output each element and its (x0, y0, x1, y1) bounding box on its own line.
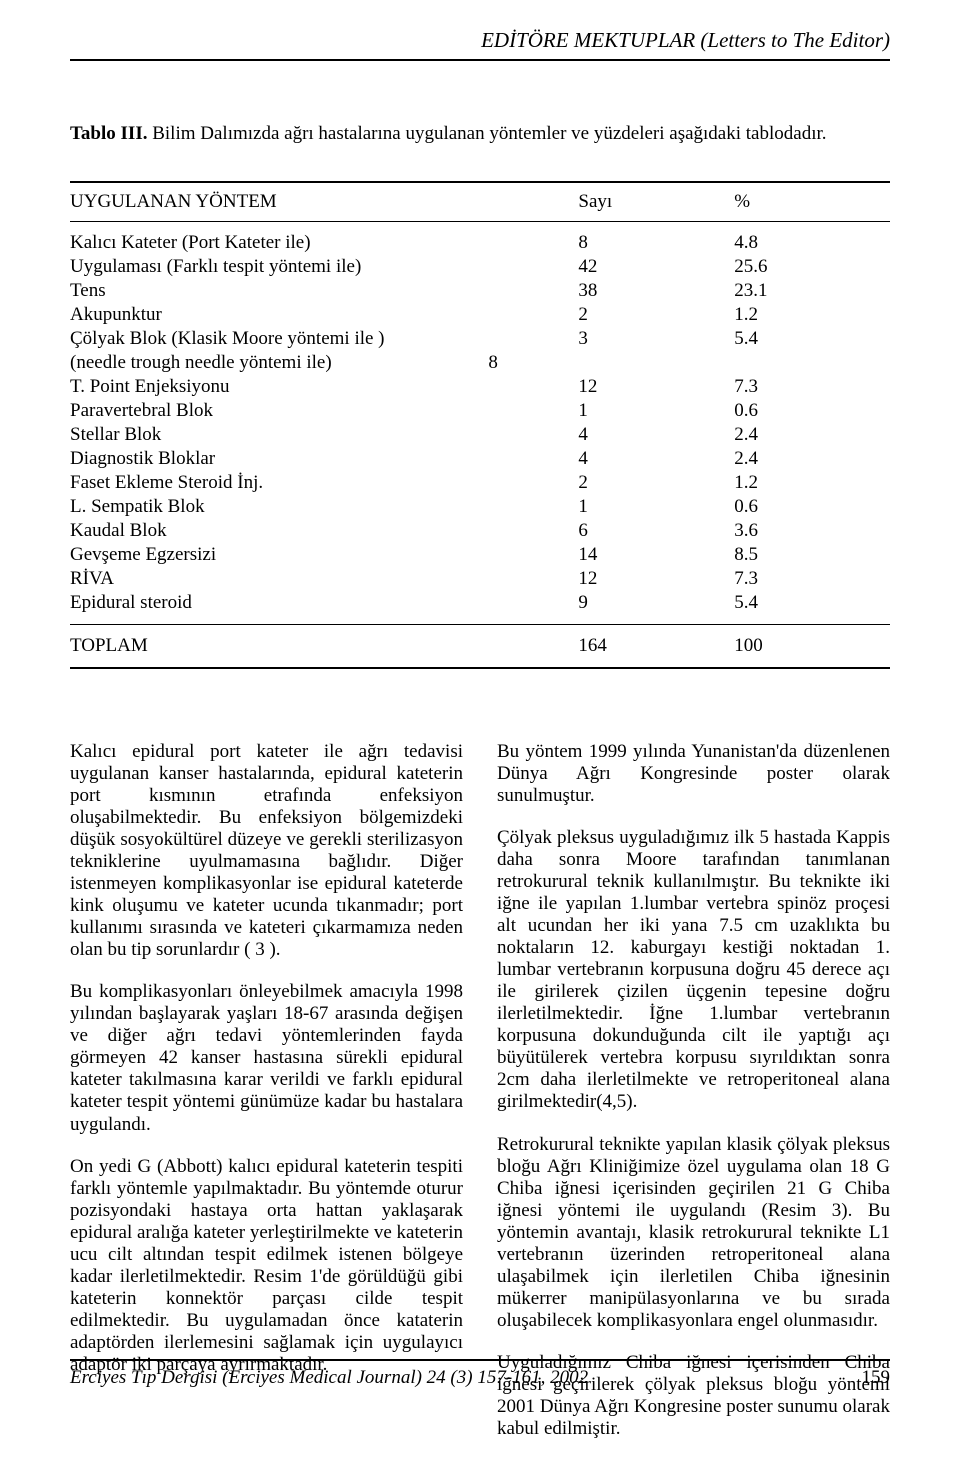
table-row: L. Sempatik Blok10.6 (70, 495, 890, 519)
col-header-count: Sayı (578, 182, 734, 222)
table-row: (needle trough needle yöntemi ile) 8 (70, 351, 890, 375)
col-header-percent: % (734, 182, 890, 222)
cell-method: Uygulaması (Farklı tespit yöntemi ile) (70, 255, 578, 279)
table-row: Kaudal Blok63.6 (70, 519, 890, 543)
table-label: Tablo III. (70, 123, 147, 144)
table-row: RİVA127.3 (70, 567, 890, 591)
cell-percent: 5.4 (734, 327, 890, 351)
cell-count: 2 (578, 471, 734, 495)
cell-method: Stellar Blok (70, 423, 578, 447)
footer: Erciyes Tıp Dergisi (Erciyes Medical Jou… (70, 1359, 890, 1389)
cell-method: Faset Ekleme Steroid İnj. (70, 471, 578, 495)
table-row: Faset Ekleme Steroid İnj.21.2 (70, 471, 890, 495)
methods-table: UYGULANAN YÖNTEM Sayı % Kalıcı Kateter (… (70, 181, 890, 669)
table-section: Tablo III. Bilim Dalımızda ağrı hastalar… (70, 123, 890, 669)
cell-count: 1 (578, 495, 734, 519)
cell-count: 8 (578, 222, 734, 256)
left-column: Kalıcı epidural port kateter ile ağrı te… (70, 741, 463, 1460)
cell-count: 1 (578, 399, 734, 423)
header-rule (70, 59, 890, 61)
table-row: Diagnostik Bloklar42.4 (70, 447, 890, 471)
table-row: Uygulaması (Farklı tespit yöntemi ile)42… (70, 255, 890, 279)
right-column: Bu yöntem 1999 yılında Yunanistan'da düz… (497, 741, 890, 1460)
body-columns: Kalıcı epidural port kateter ile ağrı te… (70, 741, 890, 1460)
cell-percent (734, 351, 890, 375)
cell-count (578, 351, 734, 375)
table-row: Paravertebral Blok10.6 (70, 399, 890, 423)
cell-method: Akupunktur (70, 303, 578, 327)
cell-percent: 25.6 (734, 255, 890, 279)
cell-percent: 0.6 (734, 495, 890, 519)
table-body: Kalıcı Kateter (Port Kateter ile)84.8Uyg… (70, 222, 890, 625)
table-caption: Tablo III. Bilim Dalımızda ağrı hastalar… (70, 123, 890, 145)
cell-count: 14 (578, 543, 734, 567)
cell-percent: 1.2 (734, 303, 890, 327)
page: EDİTÖRE MEKTUPLAR (Letters to The Editor… (0, 0, 960, 1419)
cell-percent: 4.8 (734, 222, 890, 256)
cell-percent: 7.3 (734, 375, 890, 399)
cell-count: 12 (578, 375, 734, 399)
cell-method: RİVA (70, 567, 578, 591)
cell-method: Epidural steroid (70, 591, 578, 625)
cell-method: Çölyak Blok (Klasik Moore yöntemi ile ) (70, 327, 578, 351)
paragraph: Retrokurural teknikte yapılan klasik çöl… (497, 1134, 890, 1332)
cell-method: Gevşeme Egzersizi (70, 543, 578, 567)
cell-percent: 7.3 (734, 567, 890, 591)
paragraph: Kalıcı epidural port kateter ile ağrı te… (70, 741, 463, 961)
cell-percent: 5.4 (734, 591, 890, 625)
footer-page-number: 159 (862, 1367, 891, 1389)
total-pct: 100 (734, 625, 890, 669)
table-row: Epidural steroid95.4 (70, 591, 890, 625)
cell-percent: 23.1 (734, 279, 890, 303)
running-header: EDİTÖRE MEKTUPLAR (Letters to The Editor… (70, 28, 890, 53)
cell-method: Kaudal Blok (70, 519, 578, 543)
cell-count: 4 (578, 423, 734, 447)
cell-count: 42 (578, 255, 734, 279)
cell-percent: 1.2 (734, 471, 890, 495)
cell-count: 6 (578, 519, 734, 543)
cell-count: 4 (578, 447, 734, 471)
table-row: Kalıcı Kateter (Port Kateter ile)84.8 (70, 222, 890, 256)
paragraph: Bu komplikasyonları önleyebilmek amacıyl… (70, 981, 463, 1135)
cell-method: Kalıcı Kateter (Port Kateter ile) (70, 222, 578, 256)
total-count: 164 (578, 625, 734, 669)
cell-percent: 3.6 (734, 519, 890, 543)
paragraph: On yedi G (Abbott) kalıcı epidural katet… (70, 1156, 463, 1376)
cell-percent: 2.4 (734, 423, 890, 447)
table-row: Gevşeme Egzersizi148.5 (70, 543, 890, 567)
cell-percent: 2.4 (734, 447, 890, 471)
table-row: T. Point Enjeksiyonu127.3 (70, 375, 890, 399)
cell-method: Tens (70, 279, 578, 303)
cell-count: 2 (578, 303, 734, 327)
paragraph: Bu yöntem 1999 yılında Yunanistan'da düz… (497, 741, 890, 807)
table-row: Tens3823.1 (70, 279, 890, 303)
table-total-row: TOPLAM 164 100 (70, 625, 890, 669)
cell-method: Paravertebral Blok (70, 399, 578, 423)
footer-journal: Erciyes Tıp Dergisi (Erciyes Medical Jou… (70, 1367, 588, 1389)
table-row: Çölyak Blok (Klasik Moore yöntemi ile )3… (70, 327, 890, 351)
total-label: TOPLAM (70, 625, 578, 669)
cell-method: T. Point Enjeksiyonu (70, 375, 578, 399)
cell-count: 3 (578, 327, 734, 351)
paragraph: Çölyak pleksus uyguladığımız ilk 5 hasta… (497, 827, 890, 1113)
cell-percent: 8.5 (734, 543, 890, 567)
cell-percent: 0.6 (734, 399, 890, 423)
table-row: Stellar Blok42.4 (70, 423, 890, 447)
cell-method: (needle trough needle yöntemi ile) 8 (70, 351, 578, 375)
cell-count: 12 (578, 567, 734, 591)
cell-count: 38 (578, 279, 734, 303)
cell-method: L. Sempatik Blok (70, 495, 578, 519)
table-caption-text: Bilim Dalımızda ağrı hastalarına uygulan… (152, 123, 826, 144)
cell-count: 9 (578, 591, 734, 625)
cell-method: Diagnostik Bloklar (70, 447, 578, 471)
table-row: Akupunktur21.2 (70, 303, 890, 327)
col-header-method: UYGULANAN YÖNTEM (70, 182, 578, 222)
